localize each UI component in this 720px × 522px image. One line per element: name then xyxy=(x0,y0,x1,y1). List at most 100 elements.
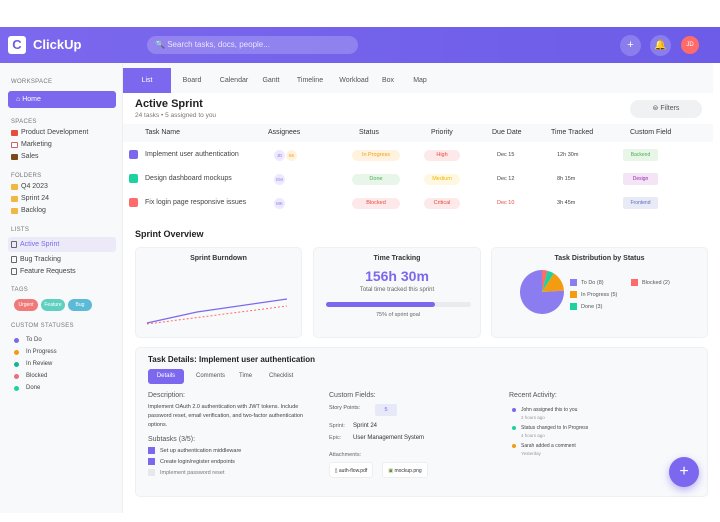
list-item-active-sprint[interactable]: Active Sprint xyxy=(11,241,59,248)
assignee-avatar[interactable]: JD xyxy=(274,150,285,161)
status-item[interactable]: Blocked xyxy=(14,373,47,379)
clickup-logo: C xyxy=(8,36,26,54)
brand-name: ClickUp xyxy=(33,37,82,52)
custom-field-tag[interactable]: Frontend xyxy=(623,197,658,209)
status-item[interactable]: Done xyxy=(14,385,40,391)
folder-icon xyxy=(11,207,18,214)
tab-calendar[interactable]: Calendar xyxy=(219,77,249,84)
subtask-item[interactable]: Create login/register endpoints xyxy=(148,458,235,465)
column-header[interactable]: Time Tracked xyxy=(551,129,594,136)
task-name[interactable]: Design dashboard mockups xyxy=(145,175,232,182)
search-input[interactable]: 🔍 Search tasks, docs, people... xyxy=(147,36,358,54)
subtask-checkbox[interactable] xyxy=(148,469,155,476)
assignee-avatar[interactable]: SK xyxy=(286,150,297,161)
attachment-pdf[interactable]: ▯ auth-flow.pdf xyxy=(329,462,373,478)
story-points-label: Story Points: xyxy=(329,405,361,411)
details-tab-checklist[interactable]: Checklist xyxy=(269,373,294,379)
priority-badge[interactable]: Medium xyxy=(424,174,460,185)
distribution-title: Task Distribution by Status xyxy=(554,255,645,262)
add-button[interactable]: + xyxy=(620,35,641,56)
legend-label: Done (3) xyxy=(581,303,603,310)
folder-item[interactable]: Backlog xyxy=(11,207,46,214)
page-subtitle: 24 tasks • 5 assigned to you xyxy=(135,112,217,119)
folder-item[interactable]: Q4 2023 xyxy=(11,183,48,190)
activity-text: Status changed to In Progress xyxy=(521,425,589,431)
sidebar-item-home[interactable]: ⌂ Home xyxy=(8,91,116,108)
assignee-avatar[interactable]: MK xyxy=(274,198,285,209)
status-label: To Do xyxy=(26,337,42,343)
tab-box[interactable]: Box xyxy=(381,77,395,84)
details-tab-time[interactable]: Time xyxy=(239,373,253,379)
user-avatar[interactable]: JD xyxy=(681,36,699,54)
activity-text: Sarah added a comment xyxy=(521,443,576,449)
details-title: Task Details: Implement user authenticat… xyxy=(148,355,316,364)
tab-workload[interactable]: Workload xyxy=(339,77,369,84)
space-item[interactable]: Sales xyxy=(11,153,39,160)
list-item[interactable]: Bug Tracking xyxy=(11,256,61,263)
column-header[interactable]: Due Date xyxy=(492,129,522,136)
priority-badge[interactable]: Critical xyxy=(424,198,460,209)
assignee-avatar[interactable]: EM xyxy=(274,174,285,185)
subtask-item[interactable]: Set up authentication middleware xyxy=(148,447,241,454)
status-item[interactable]: In Progress xyxy=(14,349,57,355)
attachment-png[interactable]: ▣ mockup.png xyxy=(382,462,428,478)
subtask-checkbox[interactable] xyxy=(148,447,155,454)
space-item[interactable]: Marketing xyxy=(11,141,52,148)
story-points-value[interactable]: 5 xyxy=(375,404,397,416)
activity-dot xyxy=(512,408,516,412)
column-header[interactable]: Priority xyxy=(431,129,453,136)
active-list-highlight xyxy=(8,237,116,252)
chart-icon xyxy=(11,141,18,148)
sprint-value: Sprint 24 xyxy=(353,423,378,429)
status-badge[interactable]: In Progress xyxy=(352,150,400,161)
custom-field-tag[interactable]: Design xyxy=(623,173,658,185)
activity-title: Recent Activity: xyxy=(509,392,557,399)
tab-timeline[interactable]: Timeline xyxy=(296,77,324,84)
folder-item[interactable]: Sprint 24 xyxy=(11,195,49,202)
details-tab-comments[interactable]: Comments xyxy=(196,373,226,379)
legend-swatch xyxy=(631,279,638,286)
subtask-checkbox[interactable] xyxy=(148,458,155,465)
column-header[interactable]: Custom Field xyxy=(630,129,672,136)
list-item[interactable]: Feature Requests xyxy=(11,268,76,275)
section-statuses: CUSTOM STATUSES xyxy=(11,323,74,329)
tag-bug[interactable]: Bug xyxy=(68,299,92,311)
subtask-item[interactable]: Implement password reset xyxy=(148,469,225,476)
space-item[interactable]: Product Development xyxy=(11,129,88,136)
status-badge[interactable]: Blocked xyxy=(352,198,400,209)
task-name[interactable]: Implement user authentication xyxy=(145,151,239,158)
list-label: Feature Requests xyxy=(20,268,76,275)
status-item[interactable]: To Do xyxy=(14,337,42,343)
activity-text: John assigned this to you xyxy=(521,407,578,413)
bell-icon[interactable]: 🔔 xyxy=(650,35,671,56)
task-name[interactable]: Fix login page responsive issues xyxy=(145,199,247,206)
legend-swatch xyxy=(570,303,577,310)
description-title: Description: xyxy=(148,392,185,399)
details-tab-details[interactable]: Details xyxy=(148,369,184,384)
tab-board[interactable]: Board xyxy=(182,77,202,84)
view-tabs-bar xyxy=(123,63,713,93)
tab-gantt[interactable]: Gantt xyxy=(262,77,280,84)
custom-field-tag[interactable]: Backend xyxy=(623,149,658,161)
list-icon xyxy=(11,256,17,263)
list-icon xyxy=(11,268,17,275)
column-header[interactable]: Assignees xyxy=(268,129,301,136)
sprint-label: Sprint: xyxy=(329,423,345,429)
tab-map[interactable]: Map xyxy=(413,77,427,84)
status-badge[interactable]: Done xyxy=(352,174,400,185)
tag-feature[interactable]: Feature xyxy=(41,299,65,311)
status-item[interactable]: In Review xyxy=(14,361,52,367)
filter-icon: ⊜ xyxy=(652,105,659,112)
legend-label: To Do (8) xyxy=(581,279,604,286)
status-dot xyxy=(14,373,19,379)
list-label: Bug Tracking xyxy=(20,256,61,263)
column-header[interactable]: Task Name xyxy=(145,129,181,136)
tag-urgent[interactable]: Urgent xyxy=(14,299,38,311)
priority-badge[interactable]: High xyxy=(424,150,460,161)
filters-button[interactable]: ⊜ Filters xyxy=(630,100,702,118)
tab-list[interactable]: List xyxy=(123,68,171,93)
legend-swatch xyxy=(570,279,577,286)
fab-add-button[interactable]: + xyxy=(669,457,699,487)
column-header[interactable]: Status xyxy=(359,129,379,136)
status-label: In Progress xyxy=(26,349,57,355)
